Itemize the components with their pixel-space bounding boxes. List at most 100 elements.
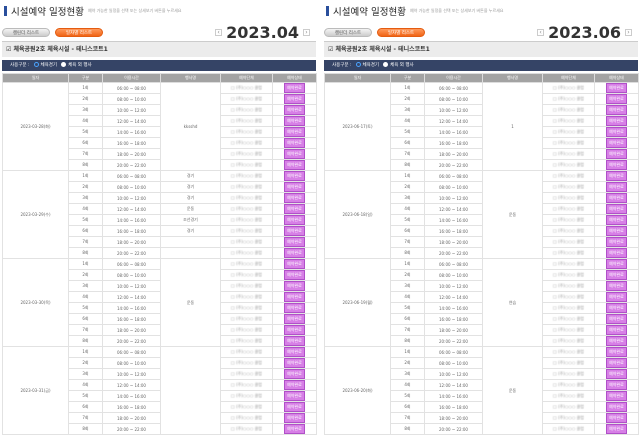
status-button[interactable]: 예약완료 (284, 193, 305, 203)
group-cell: □ (주)○○○ 클럽 (542, 93, 595, 105)
usage-radio-sports[interactable]: 체육경기 (355, 60, 379, 71)
table-row: 4회 12:00 ~ 14:00 □ (주)○○○ 클럽 예약완료 (325, 379, 639, 391)
status-button[interactable]: 예약완료 (606, 380, 627, 390)
group-cell: □ (주)○○○ 클럽 (220, 412, 273, 424)
status-button[interactable]: 예약완료 (284, 160, 305, 170)
status-button[interactable]: 예약완료 (284, 138, 305, 148)
group-cell: □ (주)○○○ 클럽 (220, 126, 273, 138)
slot-cell: 6회 (68, 313, 103, 325)
status-button[interactable]: 예약완료 (284, 182, 305, 192)
daily-list-button[interactable]: 일자별 리스트 (55, 28, 103, 37)
status-button[interactable]: 예약완료 (284, 303, 305, 313)
slot-cell: 6회 (68, 137, 103, 149)
time-cell: 14:00 ~ 16:00 (102, 390, 161, 402)
time-cell: 18:00 ~ 20:00 (424, 412, 483, 424)
status-button[interactable]: 예약완료 (606, 292, 627, 302)
status-button[interactable]: 예약완료 (284, 347, 305, 357)
status-button[interactable]: 예약완료 (606, 171, 627, 181)
status-button[interactable]: 예약완료 (606, 358, 627, 368)
status-button[interactable]: 예약완료 (284, 259, 305, 269)
facility-title: ☑ 체육공원2호 체육시설 - 테니스코트1 (2, 41, 316, 57)
status-button[interactable]: 예약완료 (606, 270, 627, 280)
status-button[interactable]: 예약완료 (284, 270, 305, 280)
next-month-icon[interactable]: › (303, 29, 310, 36)
status-button[interactable]: 예약완료 (606, 347, 627, 357)
status-button[interactable]: 예약완료 (606, 193, 627, 203)
status-button[interactable]: 예약완료 (606, 160, 627, 170)
status-button[interactable]: 예약완료 (284, 248, 305, 258)
usage-radio-event[interactable]: 체육 외 행사 (61, 60, 92, 71)
status-button[interactable]: 예약완료 (284, 336, 305, 346)
status-button[interactable]: 예약완료 (284, 105, 305, 115)
status-button[interactable]: 예약완료 (606, 336, 627, 346)
status-button[interactable]: 예약완료 (284, 94, 305, 104)
status-button[interactable]: 예약완료 (606, 116, 627, 126)
status-button[interactable]: 예약완료 (284, 281, 305, 291)
status-button[interactable]: 예약완료 (606, 149, 627, 159)
date-cell: 2023-06-19(월) (324, 258, 391, 347)
status-button[interactable]: 예약완료 (606, 248, 627, 258)
time-cell: 14:00 ~ 16:00 (424, 214, 483, 226)
calendar-list-button[interactable]: 캘린더 리스트 (324, 28, 372, 37)
next-month-icon[interactable]: › (625, 29, 632, 36)
status-button[interactable]: 예약완료 (284, 83, 305, 93)
status-button[interactable]: 예약완료 (606, 325, 627, 335)
status-button[interactable]: 예약완료 (606, 259, 627, 269)
status-button[interactable]: 예약완료 (284, 369, 305, 379)
usage-radio-event[interactable]: 체육 외 행사 (383, 60, 414, 71)
event-cell: 운동 (482, 170, 543, 259)
table-row: 6회 16:00 ~ 18:00 □ (주)○○○ 클럽 예약완료 (325, 313, 639, 325)
status-button[interactable]: 예약완료 (284, 391, 305, 401)
status-button[interactable]: 예약완료 (284, 149, 305, 159)
status-button[interactable]: 예약완료 (606, 413, 627, 423)
status-button[interactable]: 예약완료 (284, 215, 305, 225)
status-button[interactable]: 예약완료 (606, 94, 627, 104)
group-cell: □ (주)○○○ 클럽 (220, 148, 273, 160)
status-button[interactable]: 예약완료 (606, 402, 627, 412)
status-button[interactable]: 예약완료 (284, 116, 305, 126)
status-cell: 예약완료 (594, 181, 639, 193)
status-button[interactable]: 예약완료 (284, 226, 305, 236)
status-button[interactable]: 예약완료 (606, 226, 627, 236)
status-button[interactable]: 예약완료 (606, 237, 627, 247)
status-button[interactable]: 예약완료 (284, 424, 305, 434)
table-row: 8회 20:00 ~ 22:00 □ (주)○○○ 클럽 예약완료 (3, 335, 317, 347)
event-cell: 운동 (482, 346, 543, 435)
status-button[interactable]: 예약완료 (284, 127, 305, 137)
calendar-list-button[interactable]: 캘린더 리스트 (2, 28, 50, 37)
status-cell: 예약완료 (594, 104, 639, 116)
slot-cell: 7회 (390, 148, 425, 160)
status-button[interactable]: 예약완료 (284, 314, 305, 324)
status-button[interactable]: 예약완료 (284, 171, 305, 181)
usage-radio-sports[interactable]: 체육경기 (33, 60, 57, 71)
status-button[interactable]: 예약완료 (606, 303, 627, 313)
status-button[interactable]: 예약완료 (284, 204, 305, 214)
prev-month-icon[interactable]: ‹ (215, 29, 223, 36)
group-cell: □ (주)○○○ 클럽 (220, 82, 273, 94)
status-button[interactable]: 예약완료 (284, 358, 305, 368)
time-cell: 10:00 ~ 12:00 (102, 280, 161, 292)
status-button[interactable]: 예약완료 (606, 424, 627, 434)
status-button[interactable]: 예약완료 (606, 215, 627, 225)
status-button[interactable]: 예약완료 (606, 281, 627, 291)
status-button[interactable]: 예약완료 (606, 182, 627, 192)
status-button[interactable]: 예약완료 (284, 413, 305, 423)
status-cell: 예약완료 (594, 192, 639, 204)
status-button[interactable]: 예약완료 (606, 138, 627, 148)
status-button[interactable]: 예약완료 (606, 369, 627, 379)
status-button[interactable]: 예약완료 (284, 402, 305, 412)
status-button[interactable]: 예약완료 (606, 314, 627, 324)
status-button[interactable]: 예약완료 (606, 204, 627, 214)
status-button[interactable]: 예약완료 (284, 380, 305, 390)
prev-month-icon[interactable]: ‹ (537, 29, 545, 36)
status-button[interactable]: 예약완료 (606, 127, 627, 137)
status-button[interactable]: 예약완료 (606, 83, 627, 93)
group-cell: □ (주)○○○ 클럽 (220, 170, 273, 182)
status-button[interactable]: 예약완료 (606, 391, 627, 401)
daily-list-button[interactable]: 일자별 리스트 (377, 28, 425, 37)
status-button[interactable]: 예약완료 (284, 237, 305, 247)
status-button[interactable]: 예약완료 (284, 325, 305, 335)
status-cell: 예약완료 (272, 181, 317, 193)
status-button[interactable]: 예약완료 (606, 105, 627, 115)
status-button[interactable]: 예약완료 (284, 292, 305, 302)
